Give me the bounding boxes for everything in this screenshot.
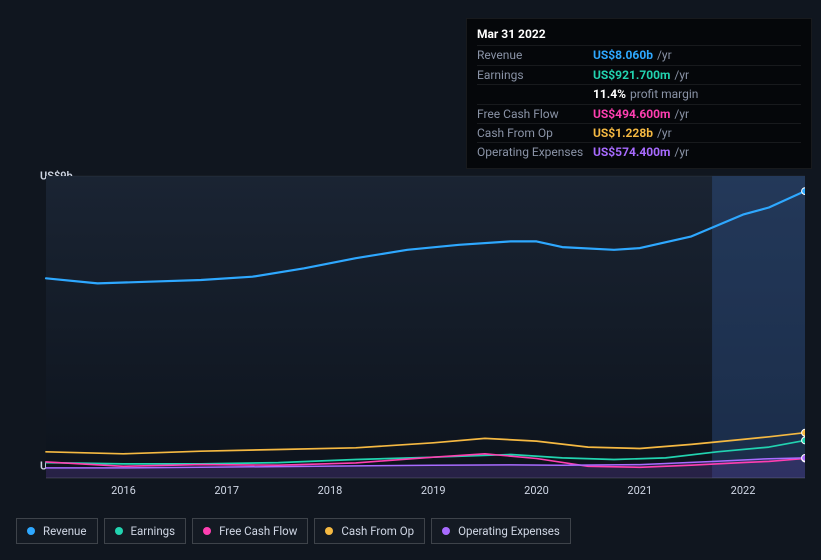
- legend-dot-icon: [115, 527, 123, 535]
- tooltip-row-label: Cash From Op: [477, 126, 593, 140]
- legend-item-revenue[interactable]: Revenue: [16, 518, 98, 544]
- tooltip-row-fcf: Free Cash FlowUS$494.600m/yr: [477, 104, 801, 123]
- tooltip-title: Mar 31 2022: [477, 27, 801, 41]
- x-axis-tick: 2017: [214, 484, 239, 497]
- legend: Revenue Earnings Free Cash Flow Cash From O…: [16, 518, 571, 544]
- legend-dot-icon: [325, 527, 333, 535]
- tooltip-row-cfo: Cash From OpUS$1.228b/yr: [477, 123, 801, 142]
- tooltip-row-suffix: profit margin: [630, 87, 698, 101]
- tooltip-row-earnings: EarningsUS$921.700m/yr: [477, 65, 801, 84]
- legend-item-fcf[interactable]: Free Cash Flow: [192, 518, 308, 544]
- legend-item-cfo[interactable]: Cash From Op: [314, 518, 425, 544]
- tooltip-row-label: Earnings: [477, 68, 593, 82]
- tooltip-row-revenue: RevenueUS$8.060b/yr: [477, 45, 801, 64]
- tooltip-row-value: 11.4%: [593, 87, 626, 101]
- chart-svg: [16, 158, 805, 480]
- tooltip-row-label: Free Cash Flow: [477, 107, 593, 121]
- tooltip-row-suffix: /yr: [674, 145, 689, 159]
- series-end-dot-earnings: [802, 437, 805, 444]
- tooltip-row-margin: 11.4% profit margin: [477, 84, 801, 103]
- tooltip-row-suffix: /yr: [674, 107, 689, 121]
- series-end-dot-opex: [802, 454, 805, 461]
- x-axis-tick: 2021: [627, 484, 652, 497]
- x-axis-tick: 2020: [524, 484, 549, 497]
- tooltip-row-suffix: /yr: [657, 126, 672, 140]
- legend-item-label: Cash From Op: [341, 524, 414, 538]
- x-axis-tick: 2018: [318, 484, 343, 497]
- tooltip-row-label: Revenue: [477, 48, 593, 62]
- x-axis-tick: 2022: [731, 484, 756, 497]
- x-axis-labels: 2016 2017 2018 2019 2020 2021 2022: [16, 484, 805, 500]
- tooltip-row-label: Operating Expenses: [477, 145, 593, 159]
- tooltip-row-value: US$921.700m: [593, 68, 670, 82]
- tooltip-rows: RevenueUS$8.060b/yrEarningsUS$921.700m/y…: [477, 45, 801, 161]
- legend-item-label: Operating Expenses: [458, 524, 560, 538]
- legend-dot-icon: [442, 527, 450, 535]
- hover-tooltip: Mar 31 2022 RevenueUS$8.060b/yrEarningsU…: [466, 18, 812, 169]
- legend-dot-icon: [27, 527, 35, 535]
- series-end-dot-cfo: [802, 429, 805, 436]
- legend-item-earnings[interactable]: Earnings: [104, 518, 187, 544]
- tooltip-row-opex: Operating ExpensesUS$574.400m/yr: [477, 142, 801, 161]
- legend-item-label: Revenue: [43, 524, 87, 538]
- chart-area[interactable]: US$9b US$0: [16, 158, 805, 480]
- tooltip-row-value: US$494.600m: [593, 107, 670, 121]
- legend-item-label: Free Cash Flow: [219, 524, 297, 538]
- tooltip-row-value: US$8.060b: [593, 48, 653, 62]
- tooltip-row-value: US$1.228b: [593, 126, 653, 140]
- x-axis-tick: 2016: [111, 484, 136, 497]
- legend-item-opex[interactable]: Operating Expenses: [431, 518, 571, 544]
- plot-background: [46, 176, 805, 478]
- legend-item-label: Earnings: [131, 524, 176, 538]
- tooltip-row-suffix: /yr: [657, 48, 672, 62]
- tooltip-row-suffix: /yr: [674, 68, 689, 82]
- legend-dot-icon: [203, 527, 211, 535]
- tooltip-row-value: US$574.400m: [593, 145, 670, 159]
- series-end-dot-revenue: [802, 188, 805, 195]
- x-axis-tick: 2019: [421, 484, 446, 497]
